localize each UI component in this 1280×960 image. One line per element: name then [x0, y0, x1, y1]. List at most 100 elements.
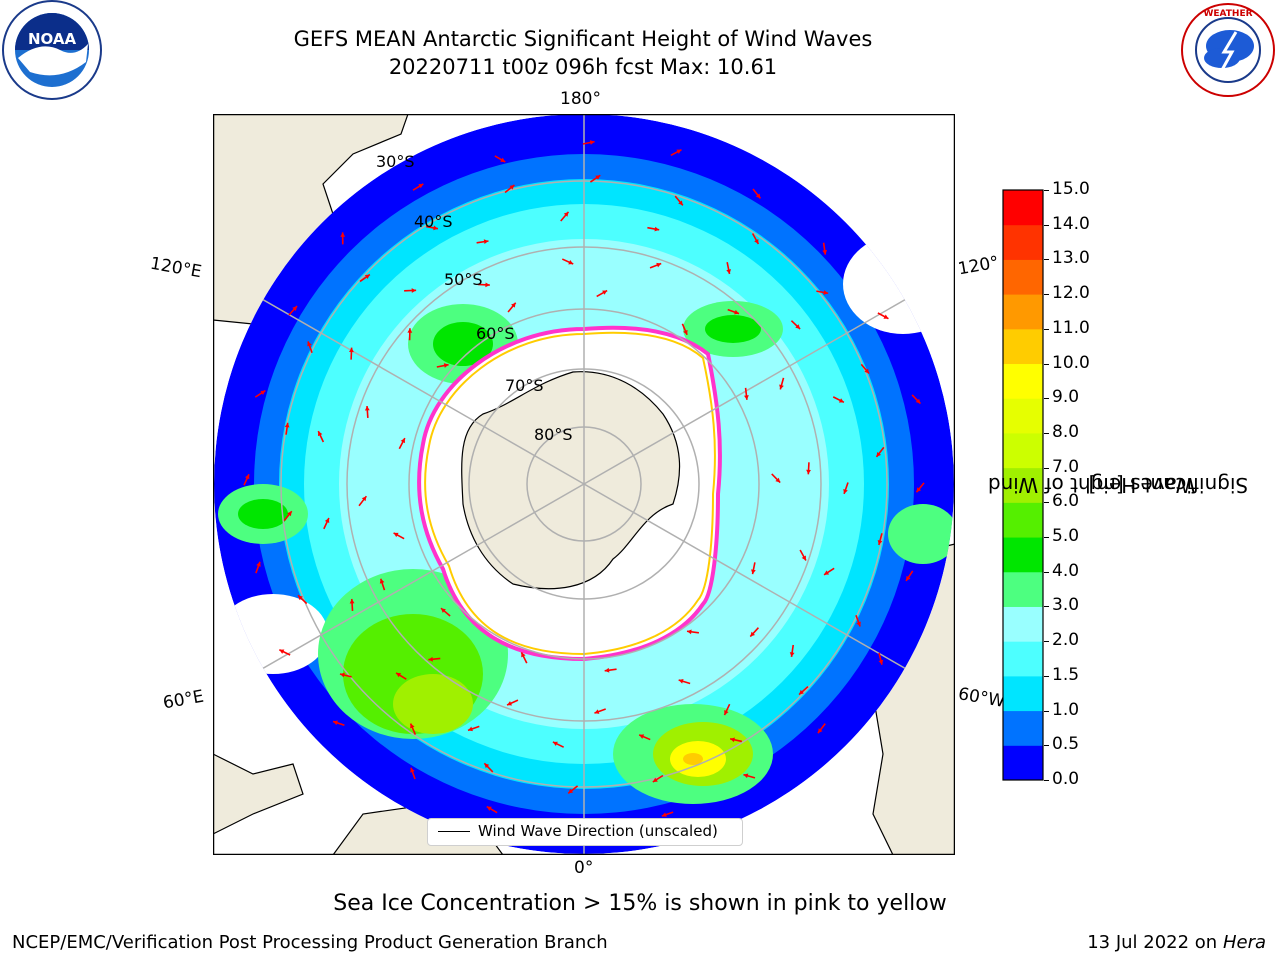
chart-title: GEFS MEAN Antarctic Significant Height o… — [293, 27, 873, 51]
wind-arrow-head — [754, 238, 759, 244]
wind-arrow-head — [260, 390, 266, 395]
wind-arrow-head — [877, 540, 883, 545]
wind-arrow-head — [379, 578, 385, 584]
wind-arrow-head — [433, 225, 438, 231]
wind-arrow-head — [410, 723, 415, 729]
wind-arrow-head — [906, 575, 911, 581]
antarctica-land — [461, 371, 681, 590]
wind-arrow-head — [443, 363, 449, 368]
colorbar-tick-label: 4.0 — [1052, 560, 1080, 581]
wind-arrow-head — [256, 561, 261, 567]
wind-arrow-head — [500, 157, 506, 162]
wind-arrow-head — [916, 487, 922, 493]
wind-arrow-head — [594, 709, 600, 714]
wind-arrow-head — [324, 518, 330, 523]
wind-arrow-head — [467, 726, 473, 732]
wind-arrow-head — [734, 309, 740, 315]
colorbar-segment — [1003, 675, 1043, 712]
wind-arrow-head — [317, 431, 323, 437]
colorbar-tick-label: 10.0 — [1052, 352, 1090, 373]
wind-arrow-head — [661, 812, 667, 817]
wind-arrow-head — [483, 239, 489, 245]
colorbar-tick-label: 7.0 — [1052, 456, 1080, 477]
colorbar-segment — [1003, 467, 1043, 503]
wind-arrow-head — [817, 728, 823, 734]
footer-credit: NCEP/EMC/Verification Post Processing Pr… — [12, 932, 608, 953]
graticule — [214, 114, 954, 854]
wind-arrow-head — [779, 384, 784, 390]
wind-arrow-head — [724, 710, 729, 716]
svg-text:WEATHER: WEATHER — [1203, 9, 1252, 19]
wind-arrow-head — [364, 274, 370, 280]
colorbar-segment — [1003, 432, 1043, 469]
wind-arrow-head — [589, 140, 595, 145]
wind-arrow-head — [838, 398, 844, 403]
colorbar-tick — [1044, 537, 1049, 539]
wind-arrow-head — [604, 667, 610, 673]
wind-arrow-head — [678, 200, 683, 206]
wind-arrow-head — [822, 249, 828, 255]
wind-arrow-head — [864, 368, 870, 374]
wind-arrow-head — [484, 763, 490, 769]
legend-label: Wind Wave Direction (unscaled) — [478, 822, 718, 840]
wind-arrow-head — [485, 282, 490, 288]
colorbar-tick — [1044, 606, 1049, 608]
wind-arrow-head — [915, 398, 921, 404]
wind-arrow-head — [744, 395, 749, 400]
lon-label-lower-left: 60°E — [161, 686, 206, 714]
colorbar-tick-label: 1.0 — [1052, 699, 1080, 720]
colorbar-segment — [1003, 606, 1043, 642]
colorbar-tick — [1044, 398, 1049, 400]
wind-arrow-head — [393, 532, 399, 538]
colorbar-tick — [1044, 675, 1049, 677]
colorbar-tick — [1044, 294, 1049, 296]
map-panel — [213, 114, 955, 855]
wind-arrow-head — [552, 741, 558, 747]
wind-arrow-head — [568, 259, 574, 265]
wind-arrow-head — [333, 720, 338, 726]
colorbar-segment — [1003, 710, 1043, 746]
lat-label-80: 80°S — [534, 425, 573, 444]
wind-arrow-head — [339, 672, 345, 678]
wind-arrow-head — [750, 631, 756, 637]
colorbar-tick — [1044, 641, 1049, 643]
colorbar-segment — [1003, 294, 1043, 330]
chart-subtitle: 20220711 t00z 096h fcst Max: 10.61 — [388, 55, 778, 79]
colorbar-tick — [1044, 190, 1049, 191]
wind-arrow-head — [509, 184, 515, 190]
wind-arrow-head — [726, 269, 732, 274]
lon-label-upper-left: 120°E — [148, 253, 204, 283]
colorbar-segment — [1003, 224, 1043, 260]
colorbar-tick — [1044, 745, 1049, 747]
wind-arrow-head — [856, 621, 861, 627]
colorbar-tick-label: 0.5 — [1052, 734, 1080, 755]
wind-arrow-head — [340, 232, 346, 237]
colorbar-tick — [1044, 363, 1049, 365]
wind-arrow-head — [639, 734, 645, 739]
wind-arrow-head — [361, 496, 367, 502]
wind-arrow-head — [440, 608, 446, 613]
wind-arrow-head — [396, 672, 402, 678]
map-legend: Wind Wave Direction (unscaled) — [427, 818, 743, 846]
wind-arrow-head — [678, 679, 684, 684]
wind-arrow-head — [279, 649, 285, 654]
wind-arrow-head — [407, 328, 413, 333]
lon-label-lower-right: 60°W — [956, 684, 1007, 712]
wind-arrow-head — [743, 773, 749, 779]
wind-arrow-head — [307, 341, 312, 347]
wind-arrow-head — [410, 767, 415, 773]
lat-label-50: 50°S — [444, 270, 483, 289]
wind-arrow-head — [652, 777, 658, 783]
colorbar-segment — [1003, 398, 1043, 434]
colorbar-segment — [1003, 190, 1043, 226]
lat-label-70: 70°S — [505, 376, 544, 395]
colorbar-tick-label: 3.0 — [1052, 595, 1080, 616]
sea-ice-note: Sea Ice Concentration > 15% is shown in … — [333, 891, 947, 916]
wind-arrow-head — [799, 689, 804, 695]
colorbar-tick-label: 5.0 — [1052, 526, 1080, 547]
wind-arrow-head — [418, 183, 424, 189]
lon-label-top: 180° — [560, 89, 601, 109]
footer-date: 13 Jul 2022 on Hera — [1087, 932, 1266, 953]
colorbar-segment — [1003, 328, 1043, 365]
wind-arrow-head — [595, 175, 601, 180]
